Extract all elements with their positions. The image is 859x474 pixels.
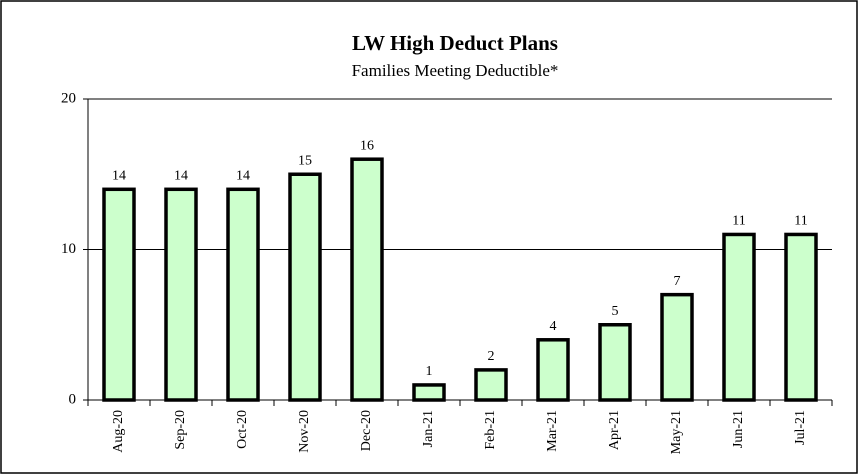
bar bbox=[412, 383, 446, 402]
x-tick-label: Jun-21 bbox=[731, 410, 746, 448]
data-label: 14 bbox=[112, 169, 126, 184]
data-label: 16 bbox=[360, 138, 374, 153]
bar bbox=[598, 323, 632, 402]
bar bbox=[474, 368, 508, 402]
x-tick-label: Apr-21 bbox=[607, 410, 622, 450]
x-tick-label: Jul-21 bbox=[793, 410, 808, 445]
bar bbox=[536, 338, 570, 402]
bar bbox=[722, 232, 756, 402]
x-tick-label: May-21 bbox=[669, 410, 684, 454]
x-tick-label: Nov-20 bbox=[297, 410, 312, 453]
data-label: 2 bbox=[488, 349, 495, 364]
chart-subtitle: Families Meeting Deductible* bbox=[352, 61, 559, 80]
bar bbox=[784, 232, 818, 402]
y-tick-label: 0 bbox=[69, 391, 77, 407]
x-tick-label: Aug-20 bbox=[111, 410, 126, 453]
x-tick-label: Oct-20 bbox=[235, 410, 250, 449]
bar bbox=[660, 292, 694, 402]
x-tick-label: Sep-20 bbox=[173, 410, 188, 450]
chart-title: LW High Deduct Plans bbox=[352, 31, 558, 55]
data-label: 11 bbox=[732, 214, 745, 229]
y-tick-label: 20 bbox=[61, 90, 76, 106]
bar bbox=[102, 187, 136, 402]
data-label: 4 bbox=[550, 319, 557, 334]
x-tick-label: Mar-21 bbox=[545, 410, 560, 452]
x-tick-label: Jan-21 bbox=[421, 410, 436, 447]
data-label: 1 bbox=[426, 364, 433, 379]
bar bbox=[350, 157, 384, 402]
x-tick-label: Dec-20 bbox=[359, 410, 374, 451]
data-label: 14 bbox=[174, 169, 188, 184]
bar bbox=[226, 187, 260, 402]
data-label: 5 bbox=[612, 304, 619, 319]
data-label: 15 bbox=[298, 153, 312, 168]
y-tick-label: 10 bbox=[61, 241, 76, 257]
data-label: 14 bbox=[236, 169, 250, 184]
bar bbox=[164, 187, 198, 402]
data-label: 11 bbox=[794, 214, 807, 229]
data-label: 7 bbox=[674, 274, 681, 289]
bar bbox=[288, 172, 322, 402]
x-tick-label: Feb-21 bbox=[483, 410, 498, 450]
